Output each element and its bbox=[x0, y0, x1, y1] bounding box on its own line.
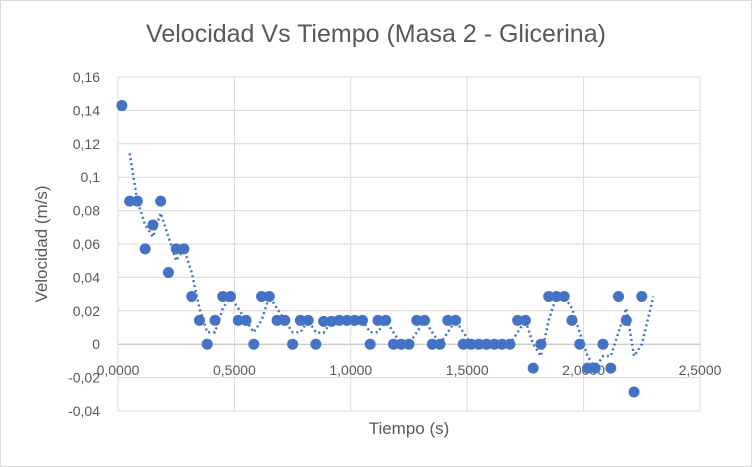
data-point bbox=[349, 314, 361, 326]
data-point bbox=[481, 338, 493, 350]
data-point bbox=[147, 219, 159, 231]
data-point bbox=[333, 314, 345, 326]
data-point bbox=[589, 362, 601, 374]
data-point bbox=[496, 338, 508, 350]
data-point bbox=[574, 338, 586, 350]
y-tick-label: 0,14 bbox=[73, 102, 100, 118]
data-point bbox=[411, 314, 423, 326]
data-point bbox=[209, 314, 221, 326]
x-tick-label: 1,0000 bbox=[329, 362, 372, 378]
data-point bbox=[170, 243, 182, 255]
y-tick-label: 0,16 bbox=[73, 69, 100, 85]
chart-title: Velocidad Vs Tiempo (Masa 2 - Glicerina) bbox=[146, 20, 606, 48]
data-point bbox=[597, 338, 609, 350]
data-point bbox=[178, 243, 190, 255]
y-tick-label: -0,04 bbox=[68, 403, 100, 419]
data-point bbox=[581, 362, 593, 374]
data-point bbox=[504, 338, 516, 350]
data-point bbox=[302, 314, 314, 326]
data-point bbox=[356, 314, 368, 326]
data-point bbox=[605, 362, 617, 374]
data-point bbox=[380, 314, 392, 326]
data-point bbox=[225, 290, 237, 302]
data-point bbox=[457, 338, 469, 350]
data-point bbox=[271, 314, 283, 326]
data-point bbox=[473, 338, 485, 350]
data-point bbox=[550, 290, 562, 302]
data-point bbox=[287, 338, 299, 350]
data-point bbox=[426, 338, 438, 350]
data-point bbox=[279, 314, 291, 326]
y-tick-label: -0,02 bbox=[68, 370, 100, 386]
data-points bbox=[116, 100, 648, 398]
trendline bbox=[128, 153, 655, 371]
data-point bbox=[263, 290, 275, 302]
data-point bbox=[387, 338, 399, 350]
data-point bbox=[527, 362, 539, 374]
data-point bbox=[566, 314, 578, 326]
data-point bbox=[628, 386, 640, 398]
data-point bbox=[636, 290, 648, 302]
data-point bbox=[543, 290, 555, 302]
data-point bbox=[116, 100, 128, 112]
data-point bbox=[310, 338, 322, 350]
data-point bbox=[193, 314, 205, 326]
data-point bbox=[488, 338, 500, 350]
data-point bbox=[131, 195, 143, 207]
data-point bbox=[248, 338, 260, 350]
data-point bbox=[232, 314, 244, 326]
data-point bbox=[519, 314, 531, 326]
y-tick-label: 0,02 bbox=[73, 303, 100, 319]
data-point bbox=[558, 290, 570, 302]
x-axis-label: Tiempo (s) bbox=[369, 419, 450, 438]
y-tick-labels: -0,04 -0,02 0 0,02 0,04 0,06 0,08 0,1 0,12 0,14 0,… bbox=[68, 69, 100, 419]
data-point bbox=[512, 314, 524, 326]
data-point bbox=[442, 314, 454, 326]
data-point bbox=[613, 290, 625, 302]
data-point bbox=[139, 243, 151, 255]
y-tick-label: 0,06 bbox=[73, 236, 100, 252]
x-tick-label: 2,5000 bbox=[679, 362, 722, 378]
x-tick-label: 0,0000 bbox=[97, 362, 140, 378]
data-point bbox=[419, 314, 431, 326]
data-point bbox=[450, 314, 462, 326]
data-point bbox=[240, 314, 252, 326]
data-point bbox=[434, 338, 446, 350]
y-tick-label: 0 bbox=[92, 336, 100, 352]
y-tick-label: 0,04 bbox=[73, 269, 100, 285]
data-point bbox=[294, 314, 306, 326]
data-point bbox=[162, 267, 174, 279]
y-tick-label: 0,12 bbox=[73, 136, 100, 152]
y-tick-label: 0,08 bbox=[73, 203, 100, 219]
data-point bbox=[201, 338, 213, 350]
data-point bbox=[256, 290, 268, 302]
data-point bbox=[364, 338, 376, 350]
data-point bbox=[124, 195, 136, 207]
data-point bbox=[155, 195, 167, 207]
data-point bbox=[535, 338, 547, 350]
data-point bbox=[395, 338, 407, 350]
data-point bbox=[620, 314, 632, 326]
data-point bbox=[372, 314, 384, 326]
data-point bbox=[217, 290, 229, 302]
y-axis-label: Velocidad (m/s) bbox=[32, 185, 51, 302]
gridlines bbox=[117, 76, 701, 412]
x-tick-label: 1,5000 bbox=[446, 362, 489, 378]
data-point bbox=[341, 314, 353, 326]
x-tick-label: 0,5000 bbox=[213, 362, 256, 378]
data-point bbox=[465, 338, 477, 350]
data-point bbox=[186, 290, 198, 302]
data-point bbox=[318, 315, 330, 327]
y-tick-label: 0,1 bbox=[81, 169, 101, 185]
data-point bbox=[403, 338, 415, 350]
